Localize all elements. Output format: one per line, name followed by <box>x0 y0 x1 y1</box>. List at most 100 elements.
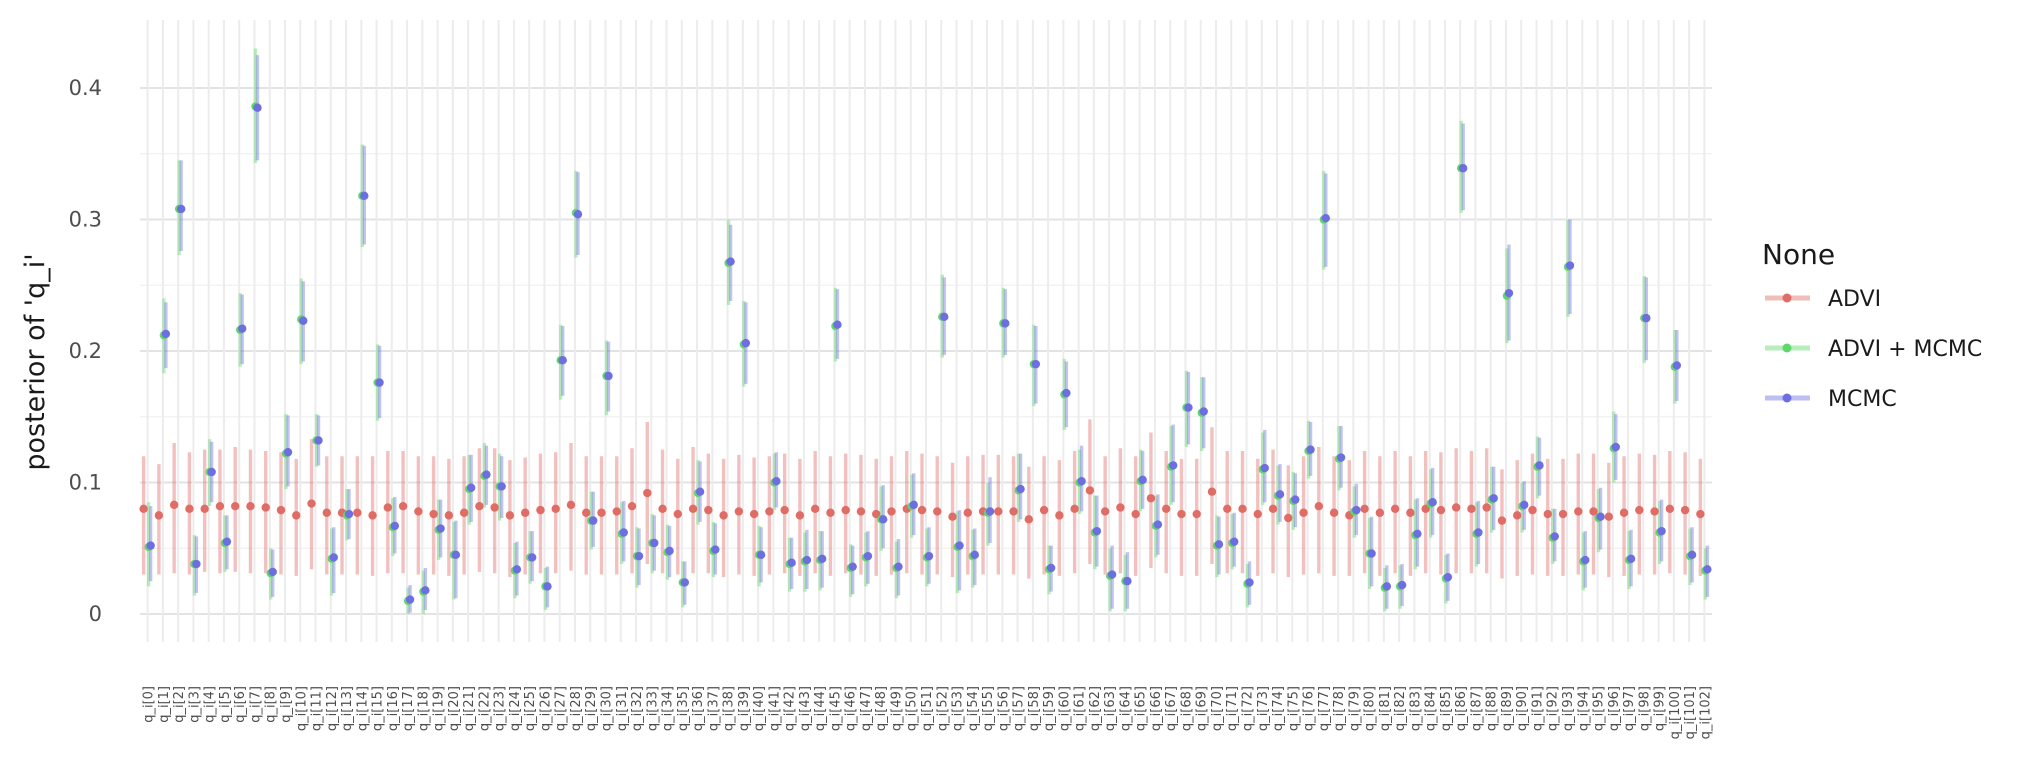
data-point <box>619 528 628 537</box>
data-point <box>933 507 942 516</box>
data-point <box>558 356 567 365</box>
x-tick-label: q_i[49] <box>889 686 904 731</box>
data-point <box>787 558 796 567</box>
data-point <box>215 501 225 511</box>
data-point <box>1092 526 1102 536</box>
data-point <box>1329 508 1339 517</box>
x-tick-label: q_i[34] <box>661 686 676 731</box>
x-tick-label: q_i[21] <box>462 686 477 731</box>
x-tick-label: q_i[16] <box>386 686 401 731</box>
data-point <box>872 509 881 519</box>
data-point <box>1268 504 1278 513</box>
x-tick-label: q_i[11] <box>310 686 325 731</box>
data-point <box>1024 515 1034 524</box>
x-tick-label: q_i[74] <box>1271 686 1286 731</box>
data-point <box>573 210 583 219</box>
legend-label: ADVI + MCMC <box>1828 337 1982 362</box>
data-point <box>451 550 461 560</box>
data-point <box>1116 503 1125 512</box>
x-tick-label: q_i[23] <box>493 686 508 731</box>
data-point <box>1428 498 1437 507</box>
data-point <box>1238 504 1247 513</box>
x-tick-label: q_i[65] <box>1134 686 1149 731</box>
data-point <box>894 562 903 571</box>
x-tick-label: q_i[59] <box>1042 686 1057 731</box>
data-point <box>917 505 927 515</box>
data-point <box>246 501 255 511</box>
x-tick-label: q_i[73] <box>1256 686 1271 731</box>
data-point <box>734 507 744 516</box>
data-point <box>466 483 476 492</box>
data-point <box>444 511 454 520</box>
x-tick-label: q_i[36] <box>691 686 706 731</box>
data-point <box>322 508 331 517</box>
data-point <box>1223 504 1232 513</box>
data-point <box>1375 508 1385 517</box>
x-tick-label: q_i[25] <box>523 686 538 731</box>
data-point <box>1650 507 1659 516</box>
x-tick-label: q_i[31] <box>615 686 630 731</box>
data-point <box>390 521 400 531</box>
x-tick-label: q_i[95] <box>1592 686 1607 731</box>
x-tick-label: q_i[87] <box>1469 686 1484 731</box>
x-tick-label: q_i[62] <box>1088 686 1103 731</box>
legend-key-point <box>1782 343 1792 353</box>
data-point <box>231 501 240 511</box>
data-point <box>1642 313 1651 323</box>
x-tick-label: q_i[88] <box>1485 686 1500 731</box>
data-point <box>1253 509 1262 519</box>
x-tick-label: q_i[1] <box>157 686 172 723</box>
x-tick-label: q_i[94] <box>1576 686 1591 731</box>
data-point <box>1352 505 1361 515</box>
x-tick-label: q_i[43] <box>798 686 813 731</box>
data-point <box>1665 504 1675 513</box>
points-2 <box>146 103 1712 604</box>
x-tick-label: q_i[40] <box>752 686 767 731</box>
data-point <box>994 507 1003 516</box>
x-tick-label: q_i[90] <box>1515 686 1530 731</box>
data-point <box>1077 476 1086 486</box>
data-point <box>795 511 805 520</box>
x-tick-label: q_i[6] <box>233 686 248 723</box>
x-tick-label: q_i[72] <box>1241 686 1256 731</box>
data-point <box>627 501 637 511</box>
x-tick-label: q_i[83] <box>1408 686 1423 731</box>
data-point <box>643 488 652 498</box>
x-tick-label: q_i[89] <box>1500 686 1515 731</box>
data-point <box>1443 572 1453 582</box>
x-tick-label: q_i[29] <box>584 686 599 731</box>
data-point <box>1467 504 1476 513</box>
x-tick-label: q_i[64] <box>1118 686 1133 731</box>
x-tick-label: q_i[91] <box>1530 686 1545 731</box>
data-point <box>1504 288 1514 298</box>
x-tick-label: q_i[84] <box>1424 686 1439 731</box>
legend-key-point <box>1782 293 1792 303</box>
data-point <box>1604 512 1613 521</box>
data-point <box>161 329 171 339</box>
data-point <box>414 507 423 516</box>
data-point <box>344 509 354 519</box>
x-tick-label: q_i[69] <box>1195 686 1210 731</box>
data-point <box>276 505 286 515</box>
data-point <box>1619 508 1629 517</box>
data-point <box>1070 504 1079 513</box>
x-tick-label: q_i[75] <box>1286 686 1301 731</box>
data-point <box>146 541 155 550</box>
data-point <box>1192 509 1201 519</box>
x-tick-label: q_i[38] <box>722 686 737 731</box>
x-tick-label: q_i[70] <box>1210 686 1225 731</box>
data-point <box>680 578 690 587</box>
data-point <box>1291 495 1300 504</box>
data-point <box>238 324 247 333</box>
data-point <box>375 378 384 387</box>
data-point <box>1046 563 1056 573</box>
y-tick-label: 0.2 <box>69 339 102 363</box>
data-point <box>833 320 842 329</box>
data-point <box>1146 494 1156 503</box>
data-point <box>1062 388 1071 398</box>
data-point <box>368 511 377 520</box>
x-tick-label: q_i[60] <box>1057 686 1072 731</box>
data-point <box>253 103 262 112</box>
x-tick-label: q_i[76] <box>1302 686 1317 731</box>
x-axis-ticks: q_i[0] q_i[1] q_i[2] q_i[3] q_i[4] q_i[5] q_i[… <box>142 686 1714 739</box>
